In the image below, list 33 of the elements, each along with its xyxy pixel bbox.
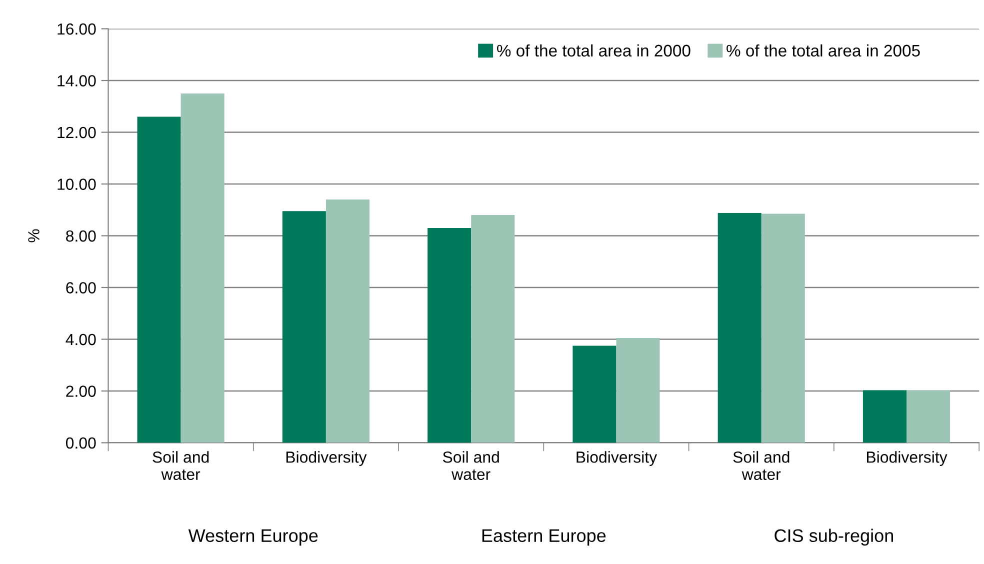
y-tick-label: 16.00	[58, 23, 96, 35]
bar	[572, 346, 616, 443]
x-tick-label: Soil and water	[152, 451, 209, 480]
bar	[718, 212, 762, 443]
y-tick-label: 0.00	[66, 437, 96, 449]
legend-label: % of the total area in 2000	[497, 44, 690, 57]
bar	[616, 338, 660, 443]
y-tick-label: 4.00	[66, 334, 96, 346]
x-tick-label: Biodiversity	[866, 451, 948, 466]
bar	[137, 116, 181, 443]
bar	[282, 211, 326, 443]
y-tick-label: 6.00	[66, 282, 96, 294]
text: Western Europe	[188, 529, 318, 546]
bar	[906, 390, 950, 443]
y-tick-label: 8.00	[66, 230, 96, 242]
bar	[326, 200, 370, 443]
text: Eastern Europe	[482, 529, 606, 546]
y-tick-label: 10.00	[58, 178, 96, 190]
x-tick-label: Soil and water	[442, 451, 499, 480]
x-tick-label: Soil and water	[733, 451, 790, 480]
x-tick-label: Biodiversity	[286, 451, 367, 466]
bar	[180, 93, 224, 443]
bar	[428, 228, 472, 443]
y-tick-label: 14.00	[58, 75, 96, 86]
bar	[761, 214, 805, 443]
y-axis-title: %	[28, 229, 40, 242]
legend-label: % of the total area in 2005	[726, 44, 920, 57]
y-tick-label: 12.00	[58, 126, 96, 138]
y-tick-label: 2.00	[66, 386, 96, 397]
bar	[471, 215, 515, 443]
text: CIS sub-region	[774, 528, 893, 546]
x-tick-label: Biodiversity	[576, 451, 658, 466]
bar	[862, 390, 907, 443]
